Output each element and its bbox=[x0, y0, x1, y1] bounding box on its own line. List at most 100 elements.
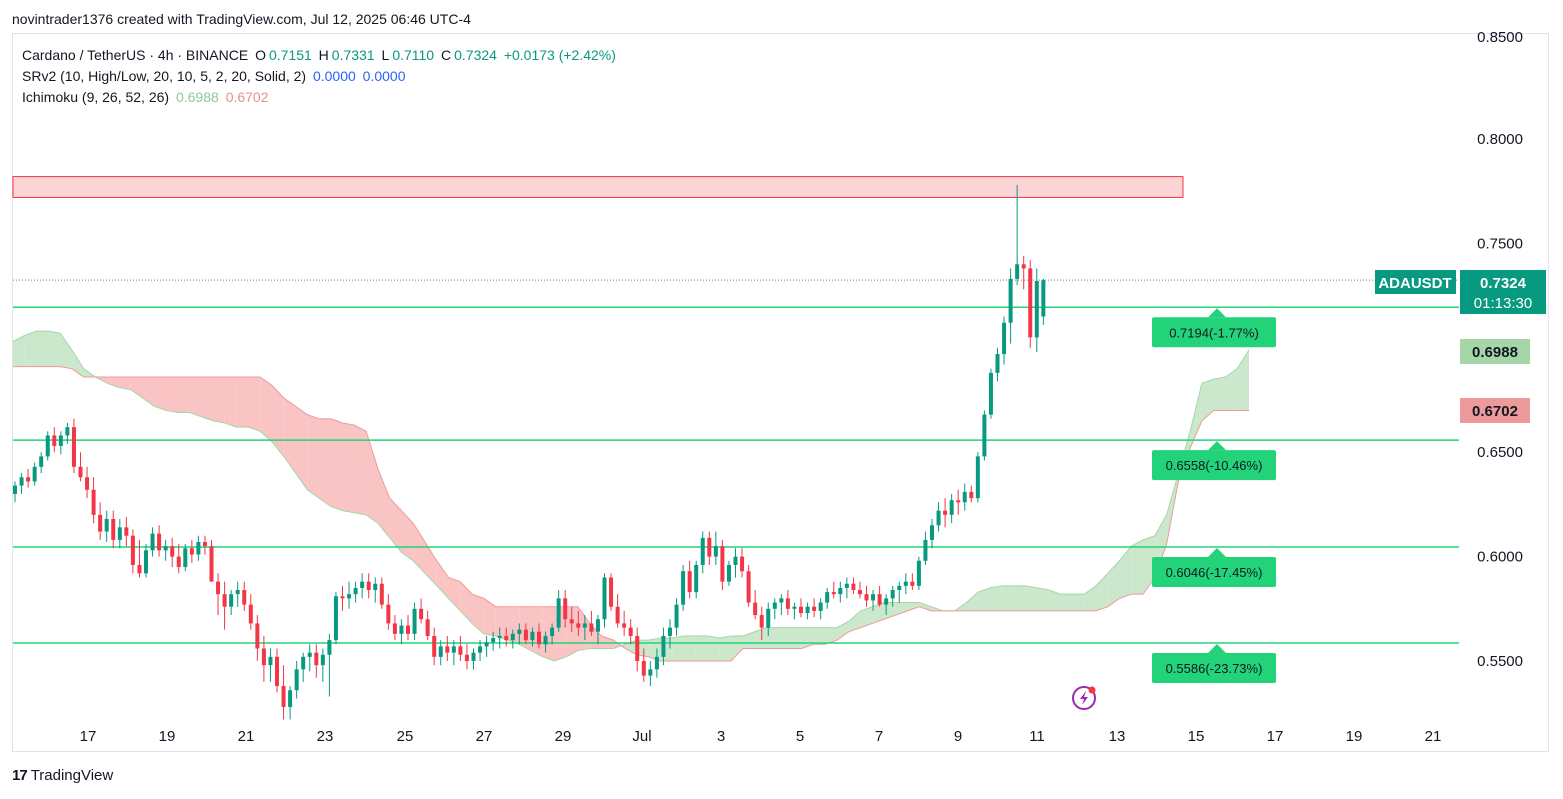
candle-up bbox=[975, 452, 980, 503]
candle-body bbox=[628, 627, 633, 636]
cloud-segment-bullish bbox=[636, 640, 649, 657]
candle-body bbox=[871, 594, 876, 601]
candle-body bbox=[137, 564, 142, 574]
support-level-label: 0.7194(-1.77%) bbox=[1152, 308, 1276, 348]
candle-up bbox=[327, 633, 332, 697]
candle-body bbox=[799, 606, 803, 613]
cloud-segment-bearish bbox=[354, 425, 367, 515]
candle-up bbox=[903, 573, 908, 595]
candle-body bbox=[419, 608, 424, 620]
label-pointer bbox=[1208, 441, 1226, 451]
last-price-badge bbox=[1460, 270, 1546, 314]
candle-up bbox=[766, 602, 771, 636]
candle-up bbox=[451, 640, 456, 666]
cloud-segment-bearish bbox=[166, 377, 178, 413]
symbol-price-badge: ADAUSDT 0.7324 01:13:30 bbox=[1375, 270, 1546, 314]
label-box bbox=[1152, 450, 1276, 481]
candle-body bbox=[772, 602, 777, 609]
candle-up bbox=[360, 573, 365, 599]
time-tick-label: 15 bbox=[1188, 728, 1205, 745]
legend-ichimoku-row[interactable]: Ichimoku (9, 26, 52, 26) 0.6988 0.6702 bbox=[22, 87, 619, 108]
candle-body bbox=[294, 669, 299, 691]
candle-up bbox=[530, 627, 535, 647]
candle-up bbox=[183, 544, 188, 572]
change-value: +0.0173 (+2.42%) bbox=[503, 47, 616, 63]
level-labels-layer: 0.7194(-1.77%) 0.6558(-10.46%) 0.6046(-17.… bbox=[1152, 308, 1276, 684]
cloud-segment-bullish bbox=[1037, 587, 1049, 611]
candle-body bbox=[844, 583, 849, 588]
cloud-segment-bullish bbox=[1237, 349, 1249, 411]
candle-body bbox=[497, 635, 502, 639]
close-value: 0.7324 bbox=[454, 47, 497, 63]
candle-up bbox=[229, 590, 234, 616]
candle-body bbox=[111, 519, 116, 540]
candle-body bbox=[333, 596, 338, 641]
cloud-segment-bullish bbox=[1001, 585, 1014, 611]
cloud-segment-bearish bbox=[107, 377, 119, 388]
candle-down bbox=[720, 539, 725, 591]
candle-down bbox=[445, 635, 450, 661]
time-tick-label: 13 bbox=[1109, 728, 1126, 745]
cloud-segment-bearish bbox=[177, 377, 190, 413]
candle-body bbox=[1021, 264, 1026, 269]
candle-body bbox=[379, 583, 384, 605]
cloud-segment-bullish bbox=[24, 331, 37, 367]
price-tick-label: 0.7500 bbox=[1477, 235, 1523, 252]
candle-up bbox=[144, 544, 148, 578]
candle-down bbox=[523, 623, 528, 645]
cloud-segment-bearish bbox=[248, 377, 261, 432]
candle-down bbox=[785, 590, 790, 616]
candle-body bbox=[275, 656, 279, 687]
candle-body bbox=[988, 372, 993, 415]
chart-caption: novintrader1376 created with TradingView… bbox=[12, 11, 471, 27]
price-badges-layer: ADAUSDT 0.7324 01:13:30 0.6988 0.6702 bbox=[1375, 270, 1546, 423]
cloud-segment-bullish bbox=[990, 585, 1002, 611]
candle-body bbox=[373, 583, 378, 591]
candle-up bbox=[988, 368, 993, 419]
candle-down bbox=[255, 615, 260, 661]
candle-body bbox=[726, 564, 731, 582]
candle-down bbox=[242, 581, 247, 611]
cloud-segment-bullish bbox=[1025, 585, 1038, 611]
cloud-segment-bearish bbox=[460, 581, 473, 624]
cloud-segment-bearish bbox=[295, 406, 308, 490]
candle-down bbox=[622, 610, 627, 636]
candle-up bbox=[694, 560, 699, 599]
candle-body bbox=[196, 541, 201, 555]
candle-body bbox=[615, 606, 620, 624]
candle-down bbox=[71, 418, 76, 474]
candle-body bbox=[556, 598, 561, 628]
lightning-icon[interactable] bbox=[1072, 686, 1096, 710]
candle-body bbox=[766, 608, 771, 628]
candle-down bbox=[831, 581, 836, 599]
candle-up bbox=[700, 531, 705, 574]
symbol-name[interactable]: Cardano / TetherUS · 4h · BINANCE bbox=[22, 47, 249, 63]
candle-body bbox=[648, 669, 653, 676]
last-price-text: 0.7324 bbox=[1480, 275, 1527, 292]
candle-body bbox=[1002, 322, 1007, 355]
candle-body bbox=[202, 541, 207, 547]
tradingview-brand[interactable]: 17 TradingView bbox=[12, 767, 113, 784]
cloud-segment-bearish bbox=[142, 377, 155, 407]
candle-down bbox=[589, 610, 594, 636]
candle-up bbox=[654, 648, 659, 678]
price-axis-layer: 0.5500 0.6000 0.6500 0.7500 0.8000 0.8500 bbox=[1477, 29, 1523, 670]
candle-body bbox=[45, 435, 50, 457]
candle-body bbox=[681, 571, 686, 605]
candle-body bbox=[458, 646, 463, 655]
candle-body bbox=[569, 619, 574, 624]
time-tick-label: 7 bbox=[875, 728, 883, 745]
candle-body bbox=[792, 606, 797, 609]
candle-body bbox=[576, 623, 581, 628]
candle-up bbox=[713, 531, 718, 565]
time-axis-layer: 17 19 21 23 25 27 29 Jul 3 5 7 9 11 13 15 17 19 21 bbox=[80, 728, 1442, 745]
candle-down bbox=[799, 598, 803, 618]
time-tick-label: 17 bbox=[1267, 728, 1284, 745]
span-a-badge-text: 0.6988 bbox=[1472, 344, 1518, 361]
candle-body bbox=[222, 594, 227, 607]
candle-body bbox=[661, 635, 666, 657]
candle-down bbox=[943, 498, 948, 528]
legend-srv2-row[interactable]: SRv2 (10, High/Low, 20, 10, 5, 2, 20, So… bbox=[22, 66, 619, 87]
cloud-segment-bearish bbox=[389, 498, 402, 553]
